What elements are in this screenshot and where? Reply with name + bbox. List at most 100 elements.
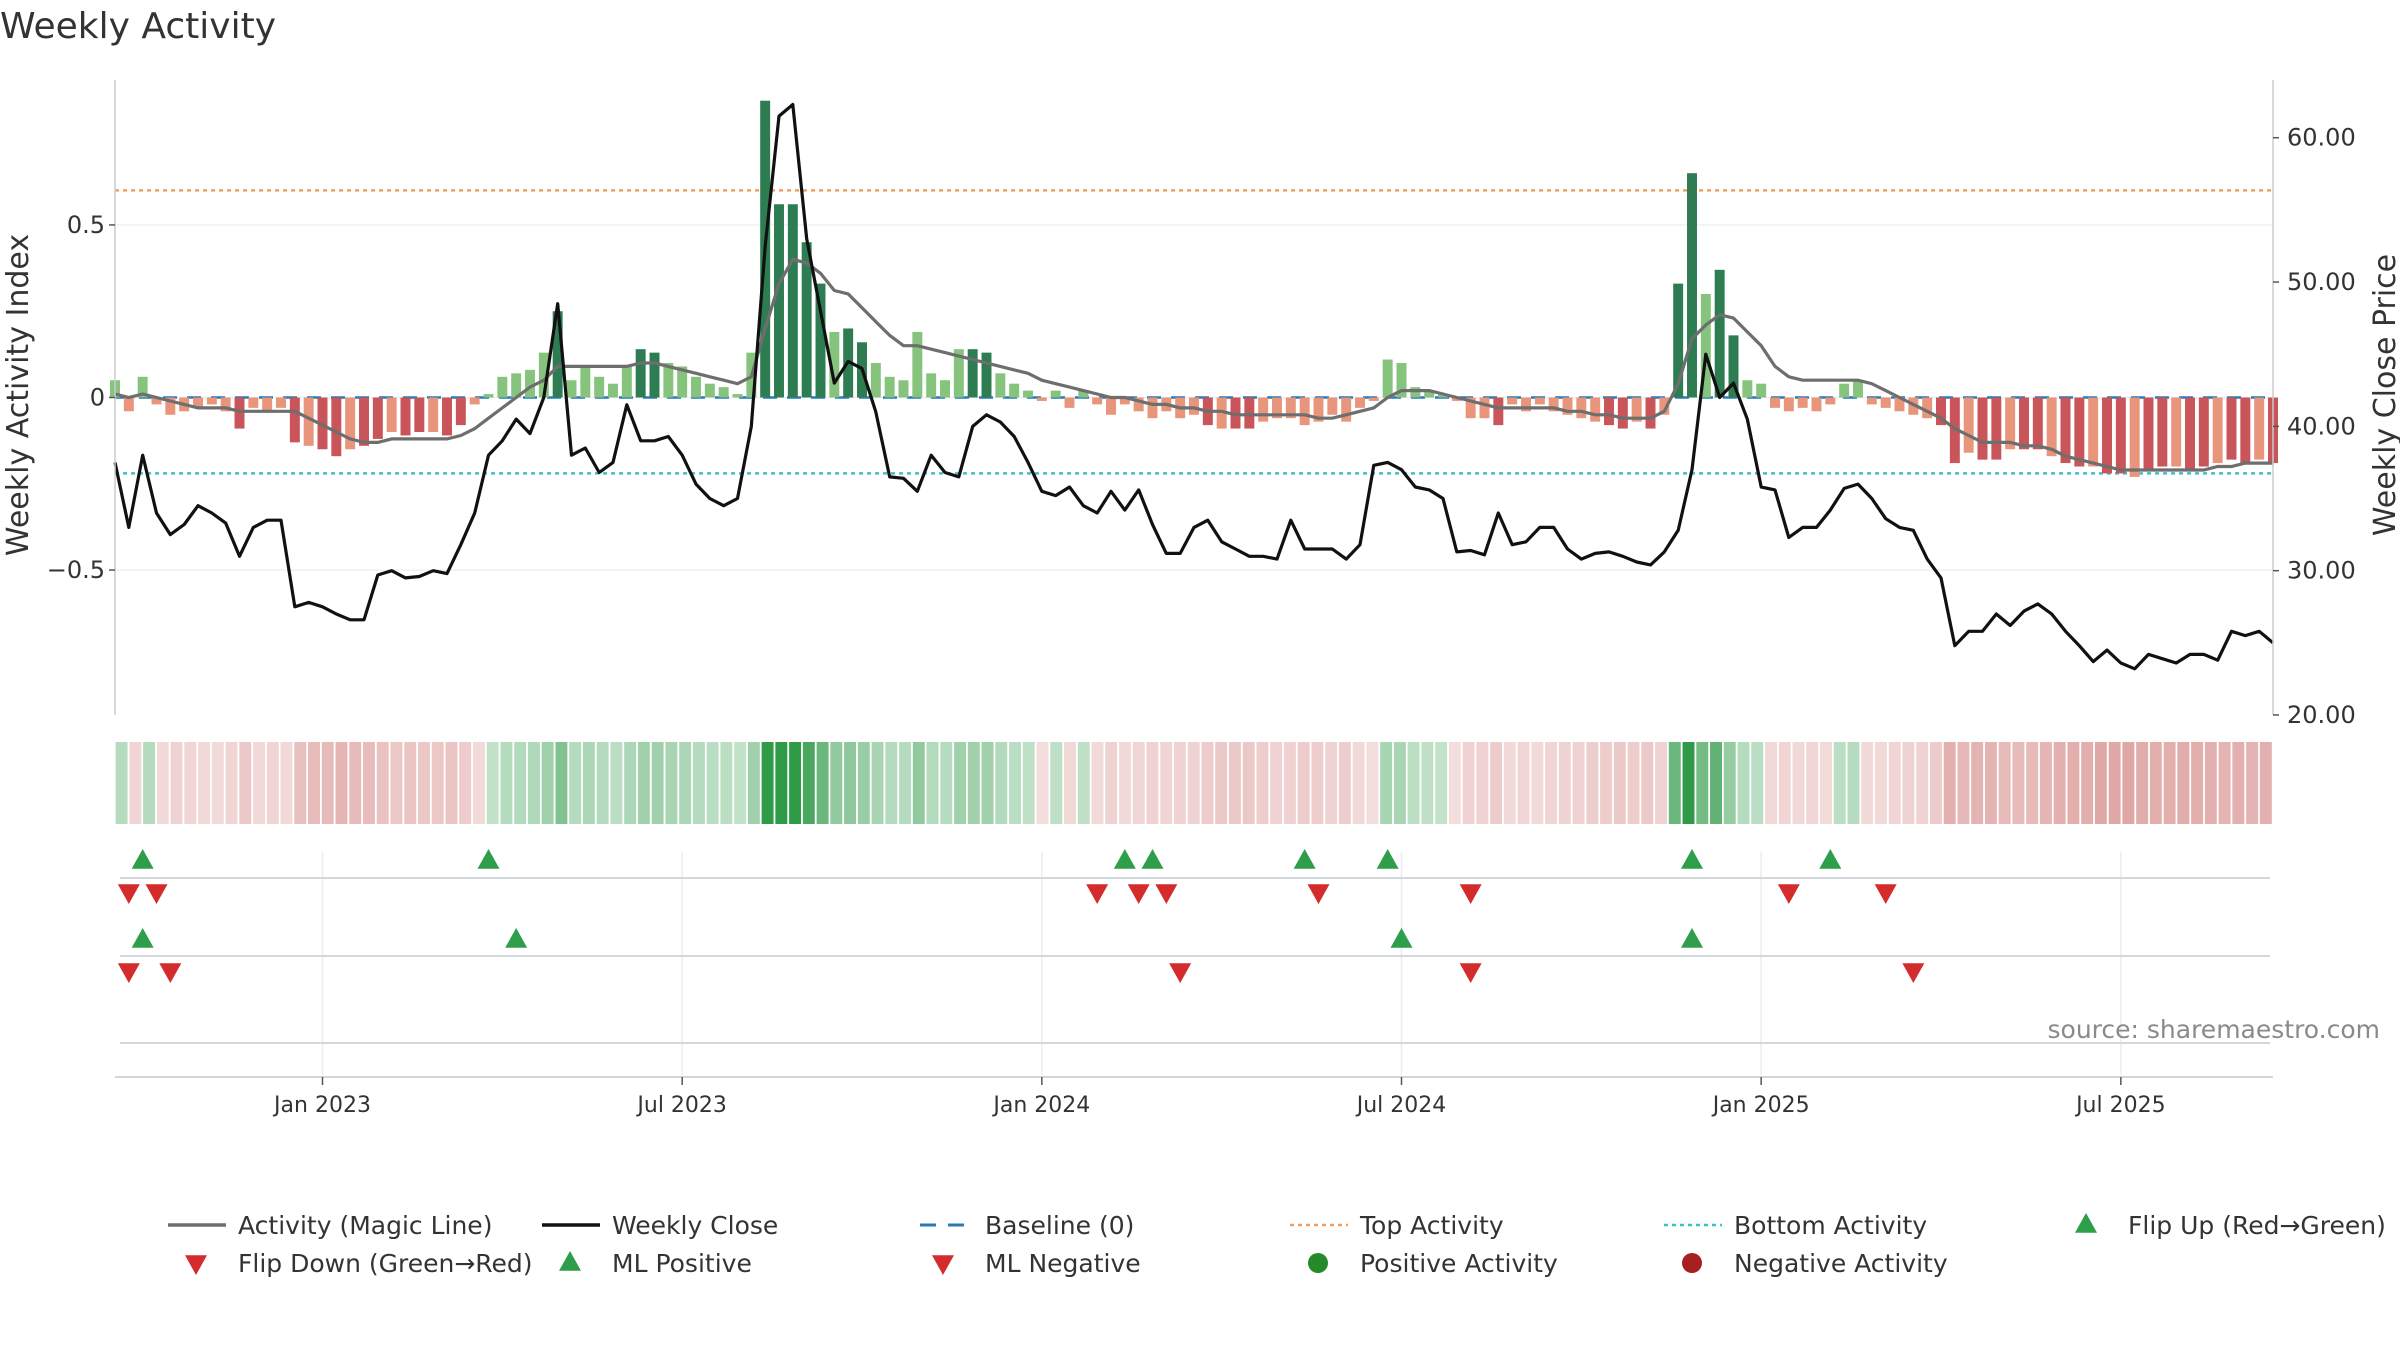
activity-bar xyxy=(1230,397,1241,429)
heat-strip-cell xyxy=(1957,742,1970,824)
activity-bar xyxy=(1811,397,1822,412)
heat-strip-cell xyxy=(940,742,953,824)
x-tick-label: Jan 2023 xyxy=(272,1093,371,1118)
heat-strip-cell xyxy=(2191,742,2204,824)
heat-strip-cell xyxy=(1641,742,1654,824)
activity-bar xyxy=(1285,397,1296,419)
activity-bar xyxy=(663,362,674,398)
heat-strip-cell xyxy=(2094,742,2107,824)
heat-strip-cell xyxy=(308,742,320,824)
heat-strip-cell xyxy=(239,742,252,824)
heat-strip-cell xyxy=(2108,742,2121,824)
heat-strip-cell xyxy=(761,742,774,824)
heat-strip-cell xyxy=(775,742,788,824)
heat-strip-cell xyxy=(734,742,747,824)
activity-bar xyxy=(829,331,840,398)
heat-strip-cell xyxy=(1971,742,1984,824)
activity-bar xyxy=(2254,397,2265,460)
heat-strip-cell xyxy=(981,742,994,824)
heat-strip-cell xyxy=(2259,742,2272,824)
activity-bar xyxy=(497,376,508,398)
heat-strip-cell xyxy=(1531,742,1544,824)
heat-strip-cell xyxy=(1077,742,1090,824)
heat-strip-cell xyxy=(899,742,912,824)
flip-up-marker xyxy=(1141,849,1164,869)
heat-strip-cell xyxy=(1338,742,1351,824)
activity-bar xyxy=(1036,397,1047,401)
flip-up-marker xyxy=(131,849,154,869)
activity-bar xyxy=(898,380,909,398)
activity-bar xyxy=(1009,383,1020,398)
heat-strip-cell xyxy=(1064,742,1076,824)
activity-bar xyxy=(566,380,577,398)
activity-bar xyxy=(995,373,1006,398)
heat-strip-cell xyxy=(1119,742,1131,824)
activity-bar xyxy=(1521,397,1531,412)
heat-strip-cell xyxy=(967,742,980,824)
heat-strip-cell xyxy=(129,742,142,824)
heat-strip-cell xyxy=(2039,742,2052,824)
activity-bar xyxy=(1963,397,1974,453)
ml-positive-marker xyxy=(131,928,154,948)
ml-positive-marker xyxy=(505,928,528,948)
activity-bar xyxy=(1659,397,1670,415)
activity-bar xyxy=(1839,383,1850,398)
activity-bar xyxy=(1216,397,1227,429)
activity-bar xyxy=(580,366,591,398)
activity-bar xyxy=(1050,390,1061,398)
heat-strip-cell xyxy=(1352,742,1365,824)
activity-bar xyxy=(1576,397,1587,419)
activity-bar xyxy=(801,242,812,398)
activity-bar xyxy=(1507,397,1518,405)
heat-strip-cell xyxy=(445,742,458,824)
activity-bar xyxy=(1825,397,1836,405)
activity-bar xyxy=(1410,387,1421,398)
activity-bar xyxy=(2171,397,2182,467)
legend-label: Flip Down (Green→Red) xyxy=(238,1249,533,1278)
activity-bars xyxy=(110,100,2278,477)
heat-strip-cell xyxy=(1091,742,1104,824)
heat-strip-cell xyxy=(1778,742,1791,824)
heat-strip-cell xyxy=(1586,742,1599,824)
activity-bar xyxy=(469,397,480,405)
source-note: source: sharemaestro.com xyxy=(2048,1015,2381,1044)
flip-up-marker xyxy=(1681,849,1703,869)
legend-label: Baseline (0) xyxy=(985,1211,1134,1240)
ml-negative-marker xyxy=(1459,963,1482,983)
activity-bar xyxy=(400,397,411,436)
heat-strip-cell xyxy=(1888,742,1901,824)
chart-title: Weekly Activity xyxy=(0,6,276,47)
y-tick-label-right: 60.00 xyxy=(2287,124,2356,152)
heat-strip-cell xyxy=(1503,742,1516,824)
y-tick-label: −0.5 xyxy=(47,556,105,584)
heat-strip-cell xyxy=(1050,742,1063,824)
activity-bar xyxy=(1617,397,1628,429)
legend-item-flip-up: Flip Up (Red→Green) xyxy=(2075,1211,2386,1240)
heat-strip-cell xyxy=(582,742,595,824)
x-tick-label: Jan 2024 xyxy=(991,1093,1090,1118)
activity-bar xyxy=(815,283,826,398)
heat-strip-cell xyxy=(954,742,967,824)
heat-strip-cell xyxy=(1283,742,1296,824)
activity-bar xyxy=(2046,397,2057,457)
heat-strip-cell xyxy=(1393,742,1406,824)
activity-bar xyxy=(151,397,162,405)
heat-strip-cell xyxy=(1723,742,1736,824)
heat-strip-cell xyxy=(802,742,815,824)
activity-bar xyxy=(1299,397,1310,426)
activity-bar xyxy=(1936,397,1946,426)
ml-positive-marker xyxy=(1390,928,1413,948)
heat-strip-cell xyxy=(1682,742,1695,824)
activity-bar xyxy=(787,204,798,398)
activity-bar xyxy=(870,362,881,398)
activity-bar xyxy=(2088,397,2099,467)
activity-bar xyxy=(1562,397,1573,415)
activity-bar xyxy=(2226,397,2237,460)
activity-bar xyxy=(525,369,535,398)
legend-swatch-triangle-down xyxy=(932,1255,954,1275)
legend-label: Negative Activity xyxy=(1734,1249,1948,1278)
activity-bar xyxy=(1064,397,1075,408)
flip-up-marker xyxy=(1293,849,1316,869)
activity-bar xyxy=(428,397,439,433)
activity-bar xyxy=(732,394,743,398)
